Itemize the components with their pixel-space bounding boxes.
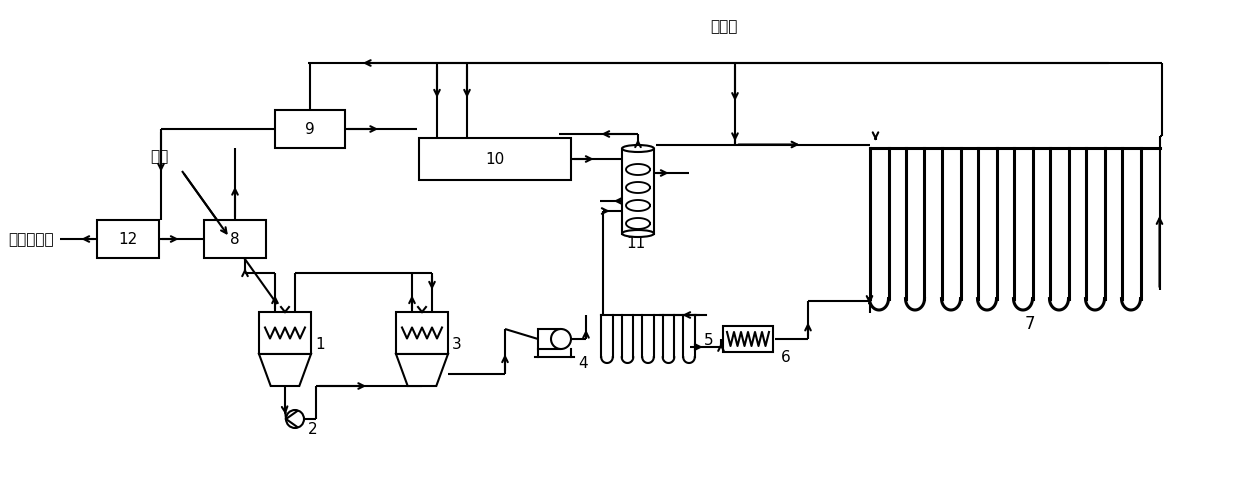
Text: 6: 6 [781, 349, 791, 364]
Bar [205, 220, 267, 259]
Text: 7: 7 [1025, 314, 1035, 332]
Ellipse shape [622, 146, 653, 153]
Bar [723, 326, 773, 352]
Ellipse shape [622, 230, 653, 237]
Text: 3: 3 [453, 337, 461, 352]
Text: 氧化剂: 氧化剂 [711, 19, 738, 34]
Text: 9: 9 [305, 122, 315, 137]
Bar [622, 149, 653, 234]
Text: 污泥: 污泥 [150, 149, 169, 164]
Text: 1: 1 [315, 337, 325, 352]
Text: 5: 5 [704, 332, 714, 347]
Text: 12: 12 [118, 232, 138, 247]
Bar [419, 139, 570, 181]
Text: 10: 10 [485, 152, 505, 167]
Bar [396, 313, 448, 354]
Polygon shape [396, 354, 448, 386]
Polygon shape [259, 354, 311, 386]
Bar [275, 111, 345, 149]
Bar [538, 329, 560, 349]
Text: 11: 11 [626, 236, 646, 251]
Text: 无污染排放: 无污染排放 [7, 232, 53, 247]
Text: 2: 2 [308, 421, 317, 436]
Circle shape [551, 329, 570, 349]
Text: 4: 4 [578, 355, 588, 370]
Bar [97, 220, 159, 259]
Bar [259, 313, 311, 354]
Circle shape [286, 410, 304, 428]
Text: 8: 8 [231, 232, 239, 247]
